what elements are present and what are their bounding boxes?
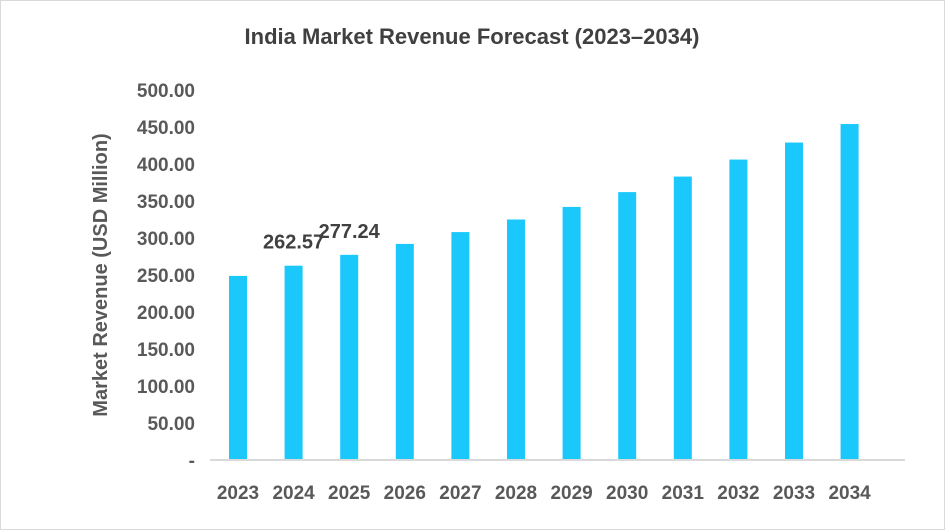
- bar-2028: [507, 219, 525, 460]
- x-tick-label: 2031: [662, 483, 705, 504]
- bar-2031: [673, 176, 692, 460]
- bar-2030: [618, 192, 637, 460]
- chart-title: India Market Revenue Forecast (2023–2034…: [245, 24, 700, 49]
- x-tick-label: 2029: [550, 483, 592, 504]
- bar-2032: [729, 159, 748, 460]
- y-tick-label: 250.00: [137, 266, 195, 287]
- x-tick-label: 2030: [606, 483, 648, 504]
- y-tick-label: 450.00: [137, 118, 195, 139]
- y-tick-label: 500.00: [137, 81, 195, 102]
- y-tick-label: 150.00: [137, 340, 195, 361]
- bar-2027: [451, 232, 470, 460]
- y-tick-label: 400.00: [137, 155, 195, 176]
- y-tick-label: -: [189, 451, 195, 472]
- x-tick-label: 2026: [384, 483, 426, 504]
- x-tick-label: 2032: [717, 483, 759, 504]
- x-tick-label: 2028: [495, 483, 537, 504]
- bar-2033: [785, 142, 803, 461]
- x-tick-label: 2025: [328, 483, 371, 504]
- x-tick-label: 2027: [439, 483, 481, 504]
- x-tick-label: 2024: [272, 483, 315, 504]
- y-tick-label: 50.00: [147, 414, 195, 435]
- y-tick-label: 100.00: [137, 377, 195, 398]
- y-tick-label: 200.00: [137, 303, 195, 324]
- bar-2034: [840, 124, 859, 460]
- y-tick-label: 350.00: [137, 192, 195, 213]
- x-tick-label: 2034: [828, 483, 871, 504]
- x-tick-label: 2023: [217, 483, 259, 504]
- y-axis-label: Market Revenue (USD Million): [90, 133, 112, 416]
- bar-2026: [395, 243, 414, 460]
- data-label-2024: 262.57: [263, 232, 324, 254]
- x-tick-label: 2033: [773, 483, 815, 504]
- y-tick-label: 300.00: [137, 229, 195, 250]
- data-label-2025: 277.24: [319, 221, 381, 243]
- bar-2029: [562, 206, 581, 460]
- bar-2024: [284, 265, 303, 460]
- bar-2023: [229, 275, 247, 460]
- bar-2025: [340, 254, 359, 460]
